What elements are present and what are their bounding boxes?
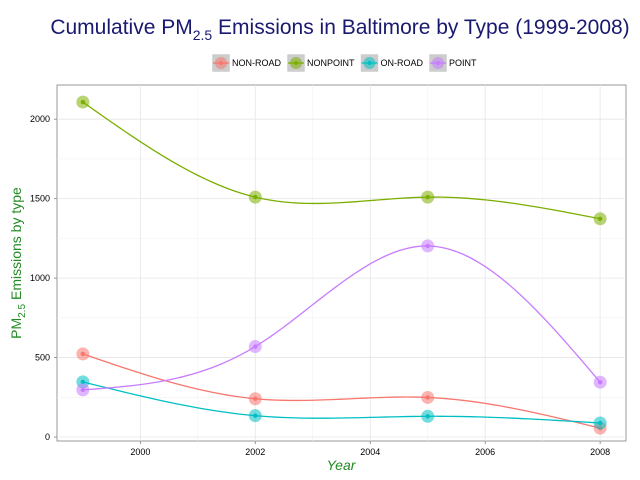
grid (57, 85, 626, 441)
y-axis-title: PM2.5 Emissions by type (8, 187, 28, 339)
data-point-center-point (80, 387, 86, 393)
data-point-center-non-road (80, 351, 86, 357)
legend-key-center-on-road (367, 61, 372, 65)
x-tick-label: 2000 (130, 447, 150, 457)
y-axis-title-main: PM (8, 318, 24, 339)
y-tick-label: 500 (35, 353, 50, 363)
series-line-nonpoint (82, 101, 601, 220)
x-tick-label: 2008 (590, 447, 610, 457)
data-point-center-on-road (253, 413, 258, 418)
legend-label-nonpoint: NONPOINT (307, 58, 355, 68)
x-axis-title: Year (327, 457, 357, 473)
legend-key-center-non-road (219, 61, 223, 65)
series-line-point (82, 245, 601, 391)
y-tick-label: 1500 (30, 194, 50, 204)
series-line-on-road (82, 381, 601, 424)
data-point-center-on-road (80, 379, 86, 385)
data-point-center-point (425, 243, 430, 249)
legend-label-on-road: ON-ROAD (381, 58, 424, 68)
legend-item-nonpoint: NONPOINT (286, 53, 355, 73)
series-point (76, 239, 607, 397)
y-axis: 0 500 1000 1500 2000 (30, 114, 57, 442)
plot-panel (56, 84, 627, 442)
legend-item-non-road: NON-ROAD (211, 53, 281, 73)
data-point-center-non-road (253, 396, 258, 401)
y-tick-label: 1000 (30, 273, 50, 283)
data-point-center-on-road (425, 414, 430, 419)
x-tick-label: 2004 (360, 447, 380, 457)
y-axis-title-rest: Emissions by type (8, 187, 24, 304)
y-tick-label: 0 (45, 432, 50, 442)
data-point-center-nonpoint (425, 194, 430, 200)
legend-key-center-nonpoint (294, 61, 298, 65)
legend-item-on-road: ON-ROAD (360, 53, 424, 73)
legend: NON-ROAD NONPOINT ON-ROAD POINT (211, 53, 477, 73)
data-point-center-non-road (425, 395, 430, 400)
legend-item-point: POINT (428, 53, 477, 73)
data-point-center-nonpoint (597, 216, 603, 221)
data-point-center-point (253, 344, 258, 349)
legend-label-non-road: NON-ROAD (232, 58, 281, 68)
series-nonpoint (76, 95, 607, 226)
x-axis: 2000 2002 2004 2006 2008 (130, 441, 610, 457)
data-point-center-nonpoint (253, 194, 258, 200)
chart-title-main: Cumulative PM (50, 16, 192, 39)
series-line-non-road (82, 353, 601, 429)
chart-title-subscript: 2.5 (193, 27, 213, 43)
data-point-center-point (597, 379, 603, 385)
legend-key-center-point (436, 61, 441, 65)
chart-title-rest: Emissions in Baltimore by Type (1999-200… (212, 16, 629, 39)
x-tick-label: 2002 (245, 447, 265, 457)
y-tick-label: 2000 (30, 114, 50, 124)
data-point-center-nonpoint (80, 99, 86, 105)
y-axis-title-subscript: 2.5 (17, 303, 28, 317)
x-tick-label: 2006 (475, 447, 495, 457)
series-layer (76, 95, 607, 435)
chart-title: Cumulative PM2.5 Emissions in Baltimore … (50, 16, 629, 43)
legend-label-point: POINT (449, 58, 477, 68)
data-point-center-on-road (597, 420, 603, 426)
series-on-road (76, 375, 607, 430)
